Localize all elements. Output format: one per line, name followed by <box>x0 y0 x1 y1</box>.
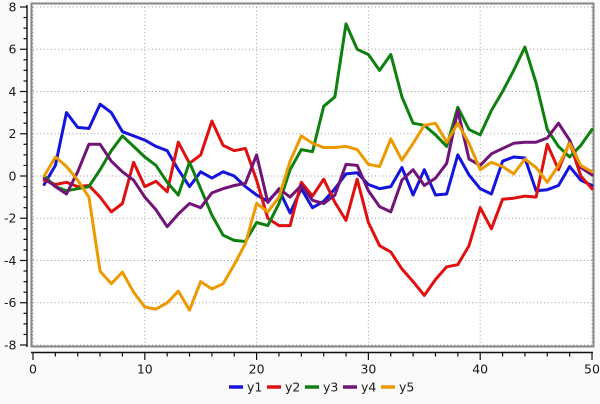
y-tick-label: -8 <box>4 337 17 352</box>
x-tick-label: 30 <box>360 362 376 377</box>
y-axis: 8 6 4 2 0 -2 -4 -6 -8 <box>4 0 28 352</box>
y-tick-label: 8 <box>9 0 17 14</box>
x-axis: 0 10 20 30 40 50 <box>29 351 600 377</box>
legend-label-y2: y2 <box>285 380 300 395</box>
legend-label-y4: y4 <box>361 380 376 395</box>
gridlines <box>32 6 593 346</box>
series-line-y5 <box>42 121 594 312</box>
legend-item-y4[interactable]: y4 <box>343 380 376 395</box>
series-line-y4 <box>42 109 594 229</box>
x-tick-label: 10 <box>137 362 153 377</box>
plot-frame <box>30 2 595 348</box>
legend-label-y5: y5 <box>399 380 414 395</box>
y-tick-label: 0 <box>9 168 17 183</box>
series-line-y2 <box>42 119 594 297</box>
y-tick-label: -6 <box>4 295 17 310</box>
y-tick-label: 4 <box>9 84 17 99</box>
legend-label-y1: y1 <box>247 380 262 395</box>
legend-item-y2[interactable]: y2 <box>267 380 300 395</box>
x-tick-label: 20 <box>249 362 265 377</box>
series-lines <box>42 22 594 312</box>
series-line-y3 <box>42 22 594 243</box>
legend-label-y3: y3 <box>323 380 338 395</box>
y-tick-label: -2 <box>4 211 16 226</box>
legend-item-y1[interactable]: y1 <box>229 380 262 395</box>
y-tick-label: 6 <box>9 42 17 57</box>
legend-item-y5[interactable]: y5 <box>381 380 414 395</box>
legend-item-y3[interactable]: y3 <box>305 380 338 395</box>
x-tick-label: 50 <box>584 362 600 377</box>
legend: y1 y2 y3 y4 y5 <box>229 380 414 395</box>
y-tick-label: 2 <box>9 126 17 141</box>
x-tick-label: 0 <box>29 362 37 377</box>
x-tick-label: 40 <box>472 362 488 377</box>
y-tick-label: -4 <box>4 253 17 268</box>
